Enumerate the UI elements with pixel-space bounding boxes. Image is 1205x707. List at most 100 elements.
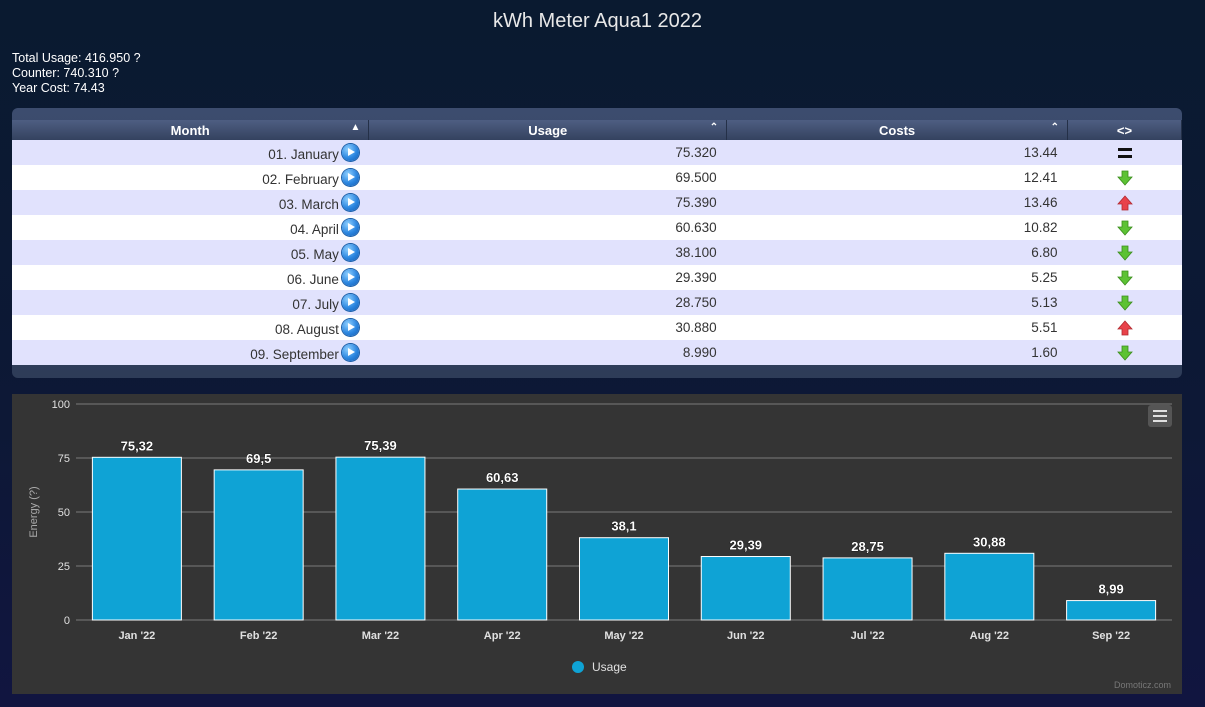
column-header-month[interactable]: Month ▲: [12, 120, 370, 140]
column-header-trend[interactable]: <>: [1067, 120, 1182, 140]
table-row: 05. May 38.100 6.80: [12, 240, 1182, 265]
month-label: 08. August: [275, 321, 339, 337]
legend-marker: [572, 661, 584, 673]
legend-label[interactable]: Usage: [592, 660, 627, 674]
costs-cell: 1.60: [726, 340, 1068, 365]
table-row: 06. June 29.390 5.25: [12, 265, 1182, 290]
x-tick-label: Sep '22: [1092, 630, 1130, 642]
data-label: 75,39: [364, 438, 397, 453]
bar: [457, 488, 548, 621]
month-cell: 06. June: [12, 265, 369, 290]
arrow-down-icon: [1116, 295, 1133, 311]
month-label: 03. March: [278, 196, 339, 212]
usage-cell: 30.880: [368, 315, 727, 340]
data-label: 38,1: [611, 519, 636, 534]
column-header-costs[interactable]: Costs ⌃: [726, 120, 1069, 140]
table-row: 08. August 30.880 5.51: [12, 315, 1182, 340]
play-icon[interactable]: [341, 243, 359, 261]
page-title: kWh Meter Aqua1 2022: [492, 10, 702, 32]
y-tick-label: 100: [52, 399, 70, 411]
arrow-down-icon: [1116, 345, 1133, 361]
year-cost-text: Year Cost: 74.43: [12, 81, 105, 95]
usage-cell: 75.320: [368, 140, 727, 165]
sort-icon: ▲: [350, 122, 361, 133]
chart-credit[interactable]: Domoticz.com: [1113, 680, 1171, 690]
costs-cell: 13.44: [726, 140, 1068, 165]
play-icon[interactable]: [341, 193, 359, 211]
data-label: 28,75: [851, 539, 884, 554]
hamburger-icon: [1153, 410, 1167, 412]
costs-cell: 5.25: [726, 265, 1068, 290]
x-tick-label: Jul '22: [851, 630, 885, 642]
month-label: 09. September: [250, 346, 339, 362]
column-header-usage-label: Usage: [528, 122, 568, 138]
bar: [1066, 600, 1157, 621]
data-label: 75,32: [121, 438, 154, 453]
data-label: 29,39: [730, 538, 763, 553]
month-cell: 04. April: [12, 215, 369, 240]
month-cell: 02. February: [12, 165, 369, 190]
usage-cell: 69.500: [368, 165, 727, 190]
play-icon[interactable]: [341, 143, 359, 161]
x-tick-label: Apr '22: [484, 630, 521, 642]
y-tick-label: 75: [58, 453, 70, 465]
month-cell: 03. March: [12, 190, 369, 215]
column-header-costs-label: Costs: [879, 122, 916, 138]
table-row: 09. September 8.990 1.60: [12, 340, 1182, 365]
costs-cell: 13.46: [726, 190, 1068, 215]
play-icon[interactable]: [341, 168, 359, 186]
table-row: 03. March 75.390 13.46: [12, 190, 1182, 215]
arrow-up-icon: [1116, 320, 1133, 336]
chart-menu-button[interactable]: [1148, 405, 1172, 427]
table-body: 01. January 75.320 13.44 02. February 69.500…: [12, 140, 1182, 365]
month-label: 02. February: [262, 171, 339, 187]
table-row: 01. January 75.320 13.44: [12, 140, 1182, 165]
month-cell: 09. September: [12, 340, 369, 365]
data-label: 8,99: [1098, 582, 1123, 597]
usage-cell: 8.990: [368, 340, 727, 365]
sort-icon: ⌃: [1050, 122, 1060, 133]
play-icon[interactable]: [341, 343, 359, 361]
costs-cell: 5.51: [726, 315, 1068, 340]
column-header-usage[interactable]: Usage ⌃: [368, 120, 728, 140]
trend-cell: [1067, 140, 1182, 165]
month-label: 07. July: [292, 296, 339, 312]
trend-cell: [1067, 290, 1182, 315]
bar: [822, 557, 913, 621]
report-table: Month ▲ Usage ⌃ Costs ⌃ <> 01. January 75.32…: [12, 120, 1182, 365]
table-row: 07. July 28.750 5.13: [12, 290, 1182, 315]
summary-panel: Total Usage: 416.950 ? Counter: 740.310 …: [12, 51, 141, 96]
usage-cell: 60.630: [368, 215, 727, 240]
costs-cell: 6.80: [726, 240, 1068, 265]
usage-cell: 38.100: [368, 240, 727, 265]
month-label: 05. May: [290, 246, 339, 262]
bar: [700, 556, 791, 621]
counter-text: Counter: 740.310 ?: [12, 66, 120, 80]
bar: [91, 456, 182, 621]
chart-canvas: 0 25 50 75 100 Energy (?) 75,32 Jan '22 69,5 Feb …: [28, 399, 1172, 674]
y-axis-label: Energy (?): [28, 486, 40, 537]
play-icon[interactable]: [341, 318, 359, 336]
play-icon[interactable]: [341, 293, 359, 311]
x-tick-label: Aug '22: [970, 630, 1009, 642]
y-tick-label: 0: [64, 615, 70, 627]
usage-cell: 28.750: [368, 290, 727, 315]
bar: [213, 469, 304, 621]
month-label: 01. January: [268, 146, 339, 162]
data-label: 30,88: [973, 534, 1006, 549]
month-cell: 05. May: [12, 240, 369, 265]
data-label: 60,63: [486, 470, 519, 485]
costs-cell: 5.13: [726, 290, 1068, 315]
y-tick-label: 25: [58, 561, 70, 573]
arrow-up-icon: [1116, 195, 1133, 211]
usage-chart: 0 25 50 75 100 Energy (?) 75,32 Jan '22 69,5 Feb …: [12, 394, 1182, 694]
column-header-month-label: Month: [170, 122, 210, 138]
bar: [944, 552, 1035, 621]
play-icon[interactable]: [341, 218, 359, 236]
play-icon[interactable]: [341, 268, 359, 286]
data-label: 69,5: [246, 451, 271, 466]
trend-cell: [1067, 240, 1182, 265]
month-cell: 07. July: [12, 290, 369, 315]
costs-cell: 10.82: [726, 215, 1068, 240]
trend-cell: [1067, 165, 1182, 190]
